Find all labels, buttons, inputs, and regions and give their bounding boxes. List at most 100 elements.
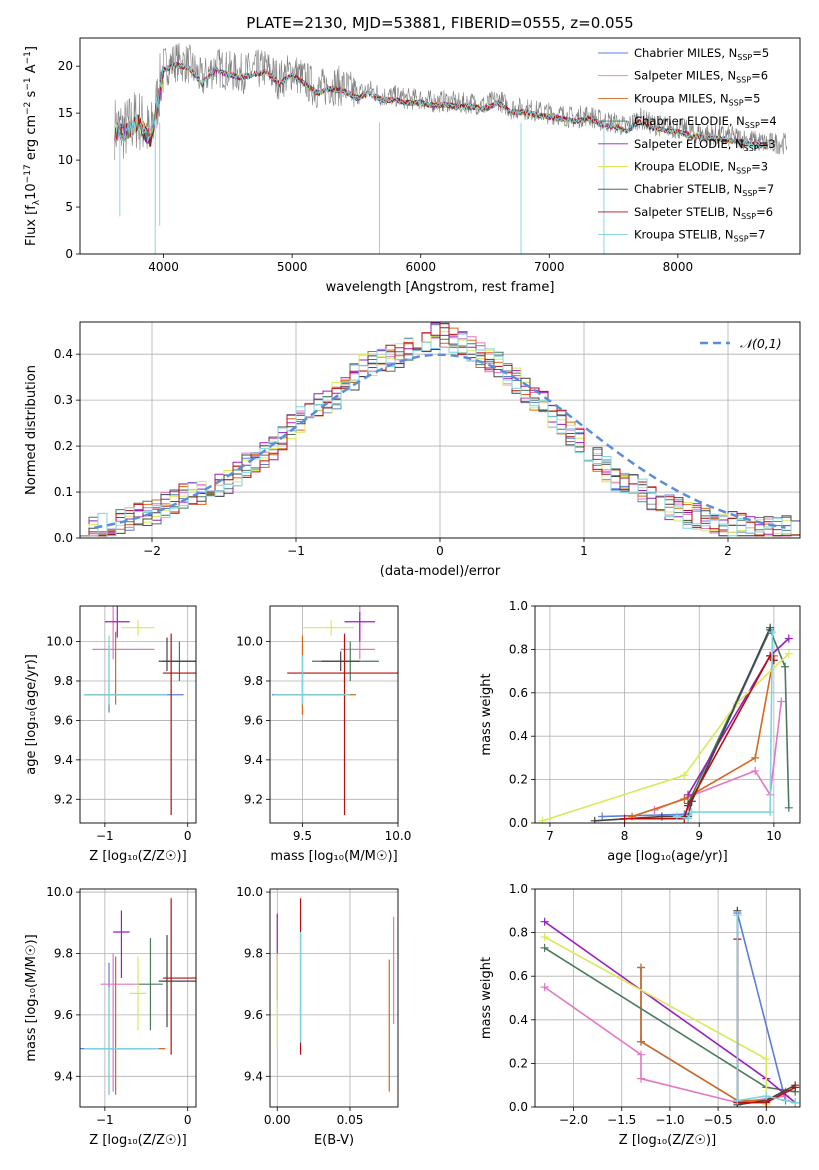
y-tick-label: 9.8 (54, 946, 73, 960)
series-marker (590, 816, 599, 823)
histogram-kroupa-stelib (80, 333, 800, 538)
series-line-chabrier-stelib (594, 627, 771, 822)
legend-label: Chabrier STELIB, NSSP=7 (634, 182, 774, 198)
y-tick-label: 9.2 (54, 792, 73, 806)
legend-label: Salpeter MILES, NSSP=6 (634, 69, 768, 85)
x-axis-label: Z [log₁₀(Z/Z☉)] (89, 849, 186, 864)
x-tick-label: 10.0 (385, 829, 412, 843)
x-tick-label: 2 (724, 544, 732, 558)
series-marker (538, 816, 547, 823)
y-tick-label: 0.1 (54, 485, 73, 499)
series-marker (733, 911, 742, 920)
y-label-part: Flux [f (24, 205, 39, 246)
legend-name: Salpeter STELIB, N (634, 205, 741, 219)
series-marker (540, 917, 549, 926)
x-tick-label: −1 (96, 829, 114, 843)
y-label-part: A (24, 64, 39, 77)
series-marker (540, 983, 549, 992)
legend-val: =7 (749, 228, 766, 242)
y-tick-label: 15 (58, 106, 73, 120)
y-axis-label: Normed distribution (24, 365, 39, 495)
legend-sub: SSP (734, 235, 749, 244)
x-tick-label: 9.5 (293, 829, 312, 843)
panel-spectrum: 4000 5000 6000 7000 8000 0 5 10 15 20 wavelength [… (23, 37, 801, 295)
x-tick-label: 7 (546, 829, 554, 843)
y-label-part: 10 (24, 183, 39, 200)
y-axis-label: mass weight (479, 957, 494, 1039)
legend-name: Chabrier MILES, N (634, 46, 737, 60)
y-tick-label: 0.4 (54, 347, 73, 361)
legend: 𝒩(0,1) (700, 336, 782, 351)
legend-val: =3 (759, 137, 776, 151)
series-line-kroupa-miles (640, 967, 786, 1102)
y-tick-label: 9.8 (54, 674, 73, 688)
plot-area (540, 906, 800, 1107)
plot-area (80, 322, 800, 538)
legend-val: =3 (751, 160, 768, 174)
y-tick-label: 0 (65, 247, 73, 261)
axes-frame (79, 37, 801, 255)
axes-frame (269, 888, 399, 1108)
y-tick-label: 0.2 (509, 1056, 528, 1070)
y-tick-label: 9.4 (244, 1069, 263, 1083)
legend-sub: SSP (729, 98, 744, 107)
y-tick-label: 9.4 (244, 753, 263, 767)
legend-sub: SSP (742, 189, 757, 198)
panel-age-vs-Z: −1 0 9.2 9.4 9.6 9.8 10.0 Z [log₁₀(Z/Z☉)] age [l… (24, 605, 197, 864)
axes-frame (534, 888, 801, 1108)
series-marker (751, 753, 760, 762)
legend-val: =6 (756, 205, 773, 219)
y-label-part: s (24, 90, 39, 101)
y-axis-label: Flux [fλ10−17 erg cm−2 s−1 A−1] (23, 46, 42, 246)
y-tick-label: 0.4 (509, 729, 528, 743)
y-tick-label: 1.0 (509, 599, 528, 613)
axes-frame (79, 605, 197, 824)
y-label-part: −17 (23, 164, 33, 183)
x-tick-label: 5000 (277, 260, 308, 274)
series-marker (637, 963, 645, 972)
axes-frame (534, 605, 801, 824)
panel-mass-weight-vs-Z: −2.0 −1.5 −1.0 −0.5 0.0 0.0 0.2 0.4 0.6 0.8 1.0 Z [… (479, 882, 801, 1148)
plot-area (84, 606, 196, 816)
legend-sub: SSP (744, 144, 759, 153)
legend-val: =5 (752, 46, 769, 60)
y-tick-label: 10.0 (236, 635, 263, 649)
series-marker (680, 771, 689, 780)
x-tick-label: 7000 (534, 260, 565, 274)
plot-area (114, 42, 788, 254)
legend-val: =6 (751, 69, 768, 83)
legend-sub: SSP (736, 167, 751, 176)
x-tick-label: −2.0 (559, 1113, 588, 1127)
x-tick-label: 8 (621, 829, 629, 843)
series-line-kroupa-stelib (736, 915, 796, 1104)
y-tick-label: 20 (58, 59, 73, 73)
y-tick-label: 10.0 (46, 635, 73, 649)
y-tick-label: 9.4 (54, 1069, 73, 1083)
series-marker (620, 814, 629, 823)
series-line-kroupa-miles (631, 655, 775, 818)
legend-name: Kroupa STELIB, N (634, 228, 734, 242)
series-marker (684, 801, 693, 810)
y-tick-label: 0.0 (509, 1100, 528, 1114)
x-tick-label: 1 (580, 544, 588, 558)
series-marker (777, 697, 786, 706)
axes-frame (79, 888, 197, 1108)
series-marker (784, 649, 793, 658)
y-tick-label: 0.2 (509, 773, 528, 787)
y-tick-label: 9.8 (244, 946, 263, 960)
x-tick-label: −1 (287, 544, 305, 558)
y-tick-label: 0.8 (509, 642, 528, 656)
legend-name: Salpeter ELODIE, N (634, 137, 744, 151)
y-tick-label: 9.6 (54, 713, 73, 727)
y-label-part: erg cm (24, 115, 39, 164)
x-axis-label: wavelength [Angstrom, rest frame] (326, 280, 555, 295)
y-tick-label: 10.0 (236, 885, 263, 899)
series-marker (680, 795, 689, 804)
y-axis-label: age [log₁₀(age/yr)] (24, 654, 39, 775)
series-marker (687, 808, 696, 817)
x-tick-label: 0.0 (757, 1113, 776, 1127)
series-marker (768, 628, 777, 637)
series-marker (598, 812, 607, 821)
series-marker (791, 1098, 800, 1107)
series-marker (781, 662, 790, 671)
